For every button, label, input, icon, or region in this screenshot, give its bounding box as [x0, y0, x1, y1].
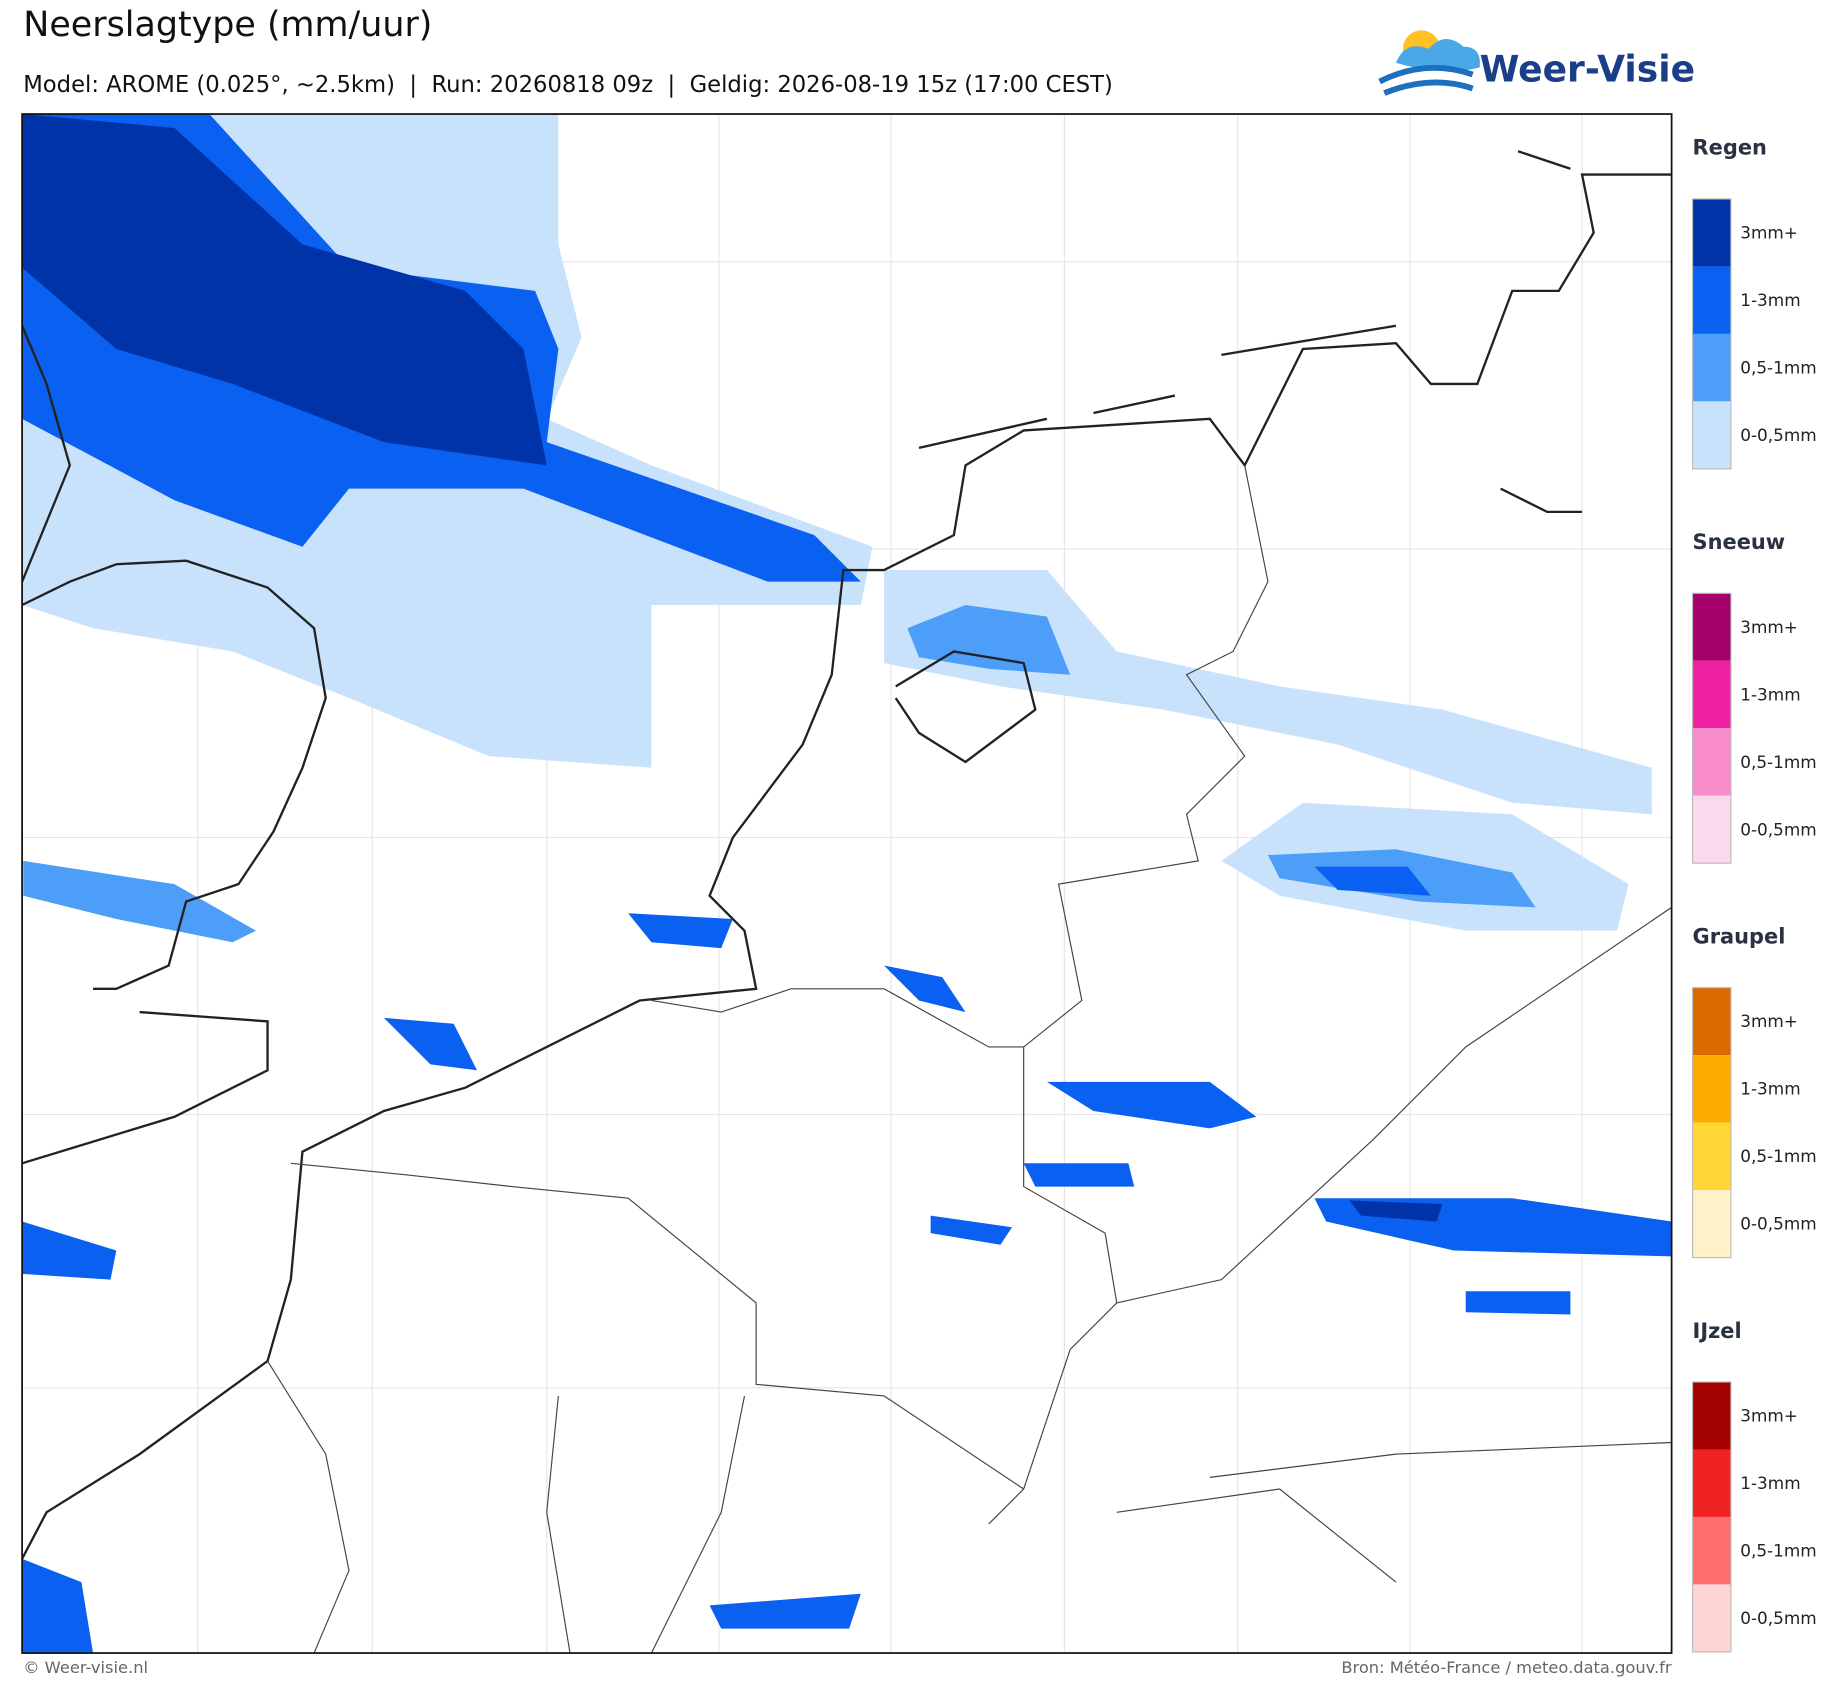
legend-swatch [1692, 1122, 1731, 1191]
legend-section-title: IJzel [1693, 1319, 1742, 1343]
legend-swatch [1692, 266, 1731, 334]
legend-level-label: 0-0,5mm [1740, 1608, 1816, 1628]
borders [267, 465, 1672, 1654]
legend-section-title: Graupel [1693, 924, 1786, 948]
legend-swatch [1692, 1382, 1731, 1450]
legend-frame [1691, 198, 1732, 470]
legend-swatch [1692, 1516, 1731, 1585]
legend-level-label: 1-3mm [1740, 684, 1800, 704]
title: Neerslagtype (mm/uur) [23, 5, 432, 45]
legend-level-label: 0,5-1mm [1740, 1540, 1816, 1560]
footer-left: © Weer-visie.nl [23, 1658, 148, 1677]
precipitation [22, 114, 1672, 1654]
legend-level-label: 0-0,5mm [1740, 425, 1816, 445]
map [22, 114, 1672, 1654]
legend-level-label: 1-3mm [1740, 1473, 1800, 1493]
legend-level-label: 3mm+ [1740, 617, 1798, 637]
footer-right: Bron: Météo-France / meteo.data.gouv.fr [1341, 1658, 1672, 1677]
legend-swatch [1692, 198, 1731, 267]
legend: Regen 3mm+ 1-3mm 0,5-1mm 0-0,5mm Sneeuw 3mm+ 1-… [1691, 136, 1817, 1653]
legend-swatch [1692, 1449, 1731, 1517]
legend-level-label: 3mm+ [1740, 223, 1798, 243]
legend-level-label: 1-3mm [1740, 1079, 1800, 1099]
legend-swatch [1692, 401, 1731, 469]
map-frame [21, 113, 1673, 1654]
legend-swatch [1692, 333, 1731, 402]
legend-level-label: 1-3mm [1740, 290, 1800, 310]
logo: Weer-Visie [1378, 30, 1695, 96]
legend-swatch [1692, 1584, 1731, 1652]
legend-swatch [1692, 593, 1731, 661]
legend-swatch [1692, 660, 1731, 729]
legend-section-title: Sneeuw [1693, 530, 1786, 554]
subtitle: Model: AROME (0.025°, ~2.5km) | Run: 202… [23, 72, 1113, 98]
coastlines [22, 150, 1672, 1560]
legend-frame [1691, 1381, 1732, 1653]
legend-frame [1691, 592, 1732, 864]
legend-level-label: 0,5-1mm [1740, 357, 1816, 377]
legend-swatch [1692, 1190, 1731, 1258]
legend-level-label: 0-0,5mm [1740, 1214, 1816, 1234]
legend-level-label: 0,5-1mm [1740, 752, 1816, 772]
legend-frame [1691, 987, 1732, 1259]
legend-section-title: Regen [1693, 136, 1767, 160]
legend-level-label: 0,5-1mm [1740, 1146, 1816, 1166]
legend-level-label: 3mm+ [1740, 1406, 1798, 1426]
legend-swatch [1692, 1055, 1731, 1123]
logo-text: Weer-Visie [1480, 48, 1695, 90]
legend-level-label: 0-0,5mm [1740, 819, 1816, 839]
legend-level-label: 3mm+ [1740, 1011, 1798, 1031]
legend-swatch [1692, 987, 1731, 1056]
legend-swatch [1692, 795, 1731, 864]
legend-swatch [1692, 728, 1731, 796]
